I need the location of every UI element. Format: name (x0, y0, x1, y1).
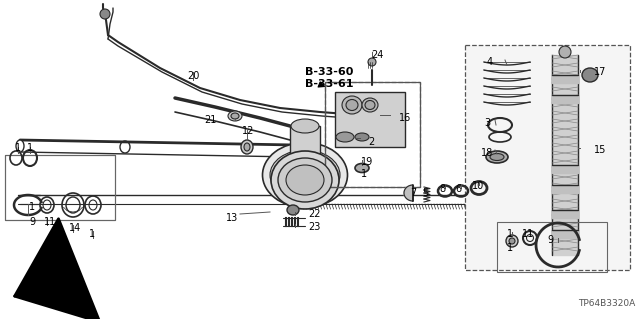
Ellipse shape (354, 113, 366, 121)
Text: TP64B3320A: TP64B3320A (578, 299, 635, 308)
Text: 9: 9 (547, 235, 553, 245)
Text: 18: 18 (481, 148, 493, 158)
Polygon shape (552, 210, 578, 218)
Text: 1: 1 (361, 169, 367, 179)
Ellipse shape (241, 140, 253, 154)
Bar (325, 82, 420, 187)
Polygon shape (552, 55, 578, 255)
Polygon shape (552, 165, 578, 173)
Polygon shape (404, 185, 413, 201)
Bar (465, 45, 630, 270)
Text: 1: 1 (29, 202, 35, 212)
Bar (290, 126, 320, 171)
Text: 13: 13 (226, 213, 238, 223)
Circle shape (100, 9, 110, 19)
Ellipse shape (486, 151, 508, 163)
Ellipse shape (262, 143, 348, 207)
Ellipse shape (509, 238, 515, 244)
Text: 2: 2 (368, 137, 374, 147)
Ellipse shape (368, 58, 376, 66)
Ellipse shape (582, 68, 598, 82)
Bar (497, 222, 607, 272)
Ellipse shape (365, 100, 375, 109)
Ellipse shape (362, 98, 378, 112)
Bar (335, 92, 405, 147)
Ellipse shape (287, 205, 299, 215)
Ellipse shape (271, 151, 339, 209)
Text: 7: 7 (410, 188, 416, 198)
Ellipse shape (231, 113, 239, 119)
Text: 17: 17 (594, 67, 606, 77)
Ellipse shape (291, 119, 319, 133)
Ellipse shape (342, 96, 362, 114)
Text: 24: 24 (371, 50, 383, 60)
Ellipse shape (506, 235, 518, 247)
Polygon shape (552, 75, 578, 83)
Polygon shape (552, 95, 578, 103)
Ellipse shape (490, 153, 504, 160)
Text: 1: 1 (15, 143, 21, 153)
Ellipse shape (336, 132, 354, 142)
Text: 1: 1 (507, 243, 513, 253)
Text: 6: 6 (455, 184, 461, 194)
Ellipse shape (346, 100, 358, 110)
Ellipse shape (291, 164, 319, 178)
Ellipse shape (228, 111, 242, 121)
Text: 1: 1 (507, 229, 513, 239)
Ellipse shape (270, 150, 340, 200)
Ellipse shape (286, 165, 324, 195)
Ellipse shape (278, 158, 332, 202)
Text: 5: 5 (422, 188, 428, 198)
Text: 11: 11 (522, 229, 534, 239)
Polygon shape (552, 185, 578, 193)
Text: 22: 22 (308, 209, 321, 219)
Text: 10: 10 (472, 181, 484, 191)
Bar (325, 82, 420, 187)
Polygon shape (552, 230, 578, 238)
Bar (5, 155, 115, 220)
Text: 14: 14 (69, 223, 81, 233)
Ellipse shape (357, 115, 363, 119)
Text: 23: 23 (308, 222, 321, 232)
Text: 20: 20 (187, 71, 199, 81)
Ellipse shape (355, 164, 369, 173)
Text: 1: 1 (27, 143, 33, 153)
Text: B-33-60: B-33-60 (305, 67, 353, 77)
Ellipse shape (16, 140, 24, 152)
Text: FR.: FR. (42, 281, 65, 294)
Text: 11: 11 (44, 217, 56, 227)
Text: 19: 19 (361, 157, 373, 167)
Ellipse shape (244, 143, 250, 151)
Text: 21: 21 (204, 115, 216, 125)
Text: B-33-61: B-33-61 (305, 79, 353, 89)
Text: 3: 3 (484, 118, 490, 128)
Ellipse shape (355, 133, 369, 141)
Text: 8: 8 (439, 184, 445, 194)
Text: 15: 15 (594, 145, 606, 155)
Text: 12: 12 (242, 126, 254, 136)
Text: 1: 1 (89, 229, 95, 239)
Text: 4: 4 (487, 57, 493, 67)
Text: 9: 9 (29, 217, 35, 227)
Circle shape (559, 46, 571, 58)
Text: 16: 16 (399, 113, 412, 123)
